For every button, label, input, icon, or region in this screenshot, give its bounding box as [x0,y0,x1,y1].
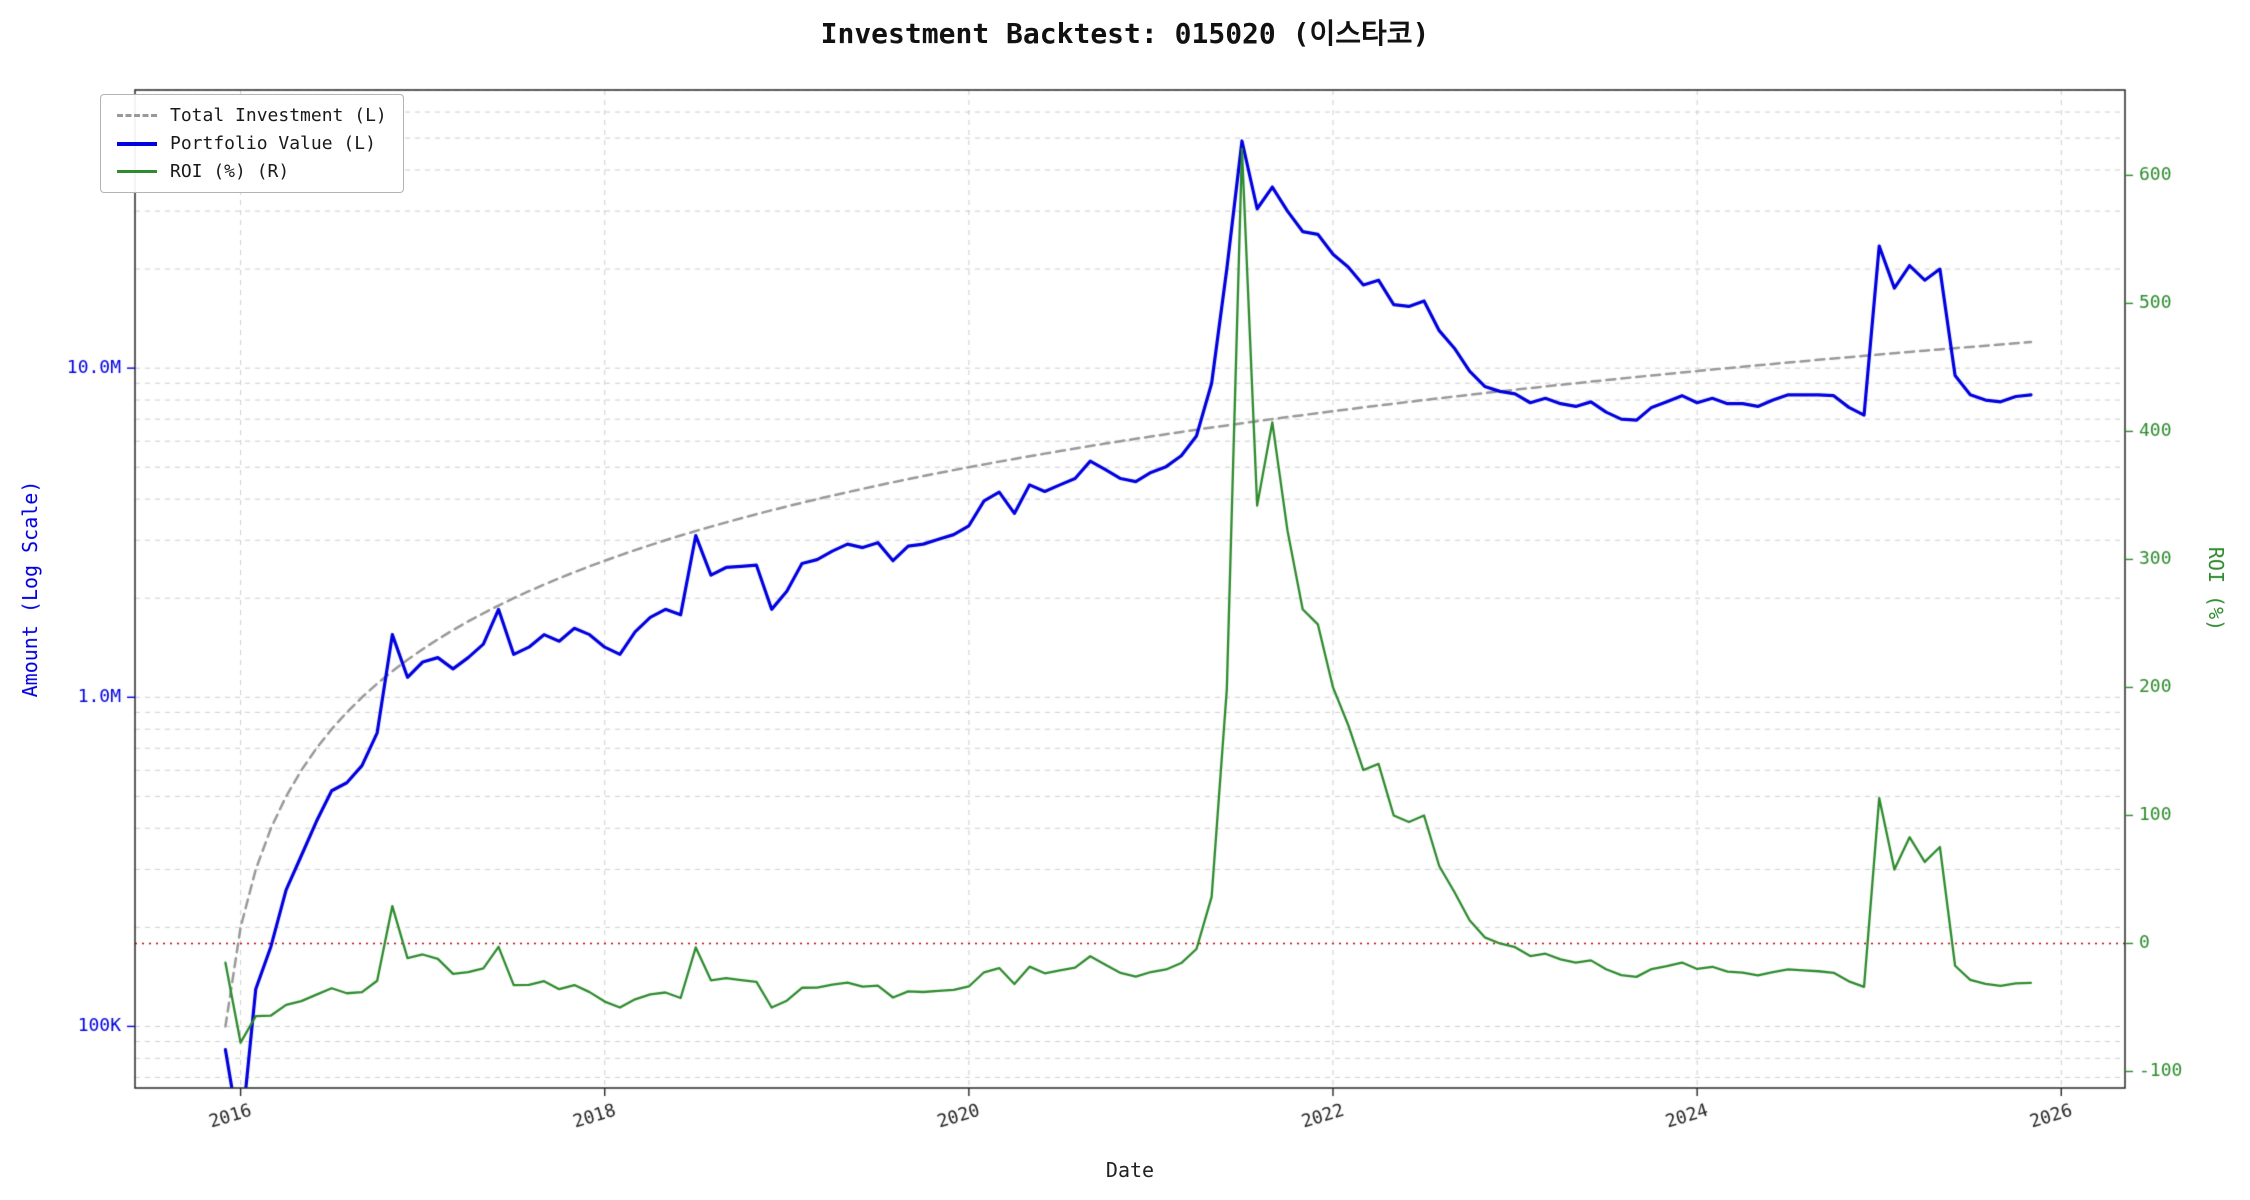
blue-line-swatch-icon [117,141,157,146]
green-line-swatch-icon [117,170,157,173]
left-axis-label: Amount (Log Scale) [18,480,42,698]
right-axis-label: ROI (%) [2204,546,2228,632]
legend-label: Total Investment (L) [170,105,387,126]
legend-label: Portfolio Value (L) [170,133,376,154]
chart-title: Investment Backtest: 015020 (이스타코) [820,17,1430,50]
legend-item-portfolio-value: Portfolio Value (L) [117,133,387,154]
legend-item-roi: ROI (%) (R) [117,161,387,182]
legend: Total Investment (L) Portfolio Value (L)… [100,94,404,193]
legend-item-total-investment: Total Investment (L) [117,105,387,126]
dashed-line-swatch-icon [117,114,157,117]
x-axis-label: Date [1105,1158,1155,1182]
legend-label: ROI (%) (R) [170,161,290,182]
